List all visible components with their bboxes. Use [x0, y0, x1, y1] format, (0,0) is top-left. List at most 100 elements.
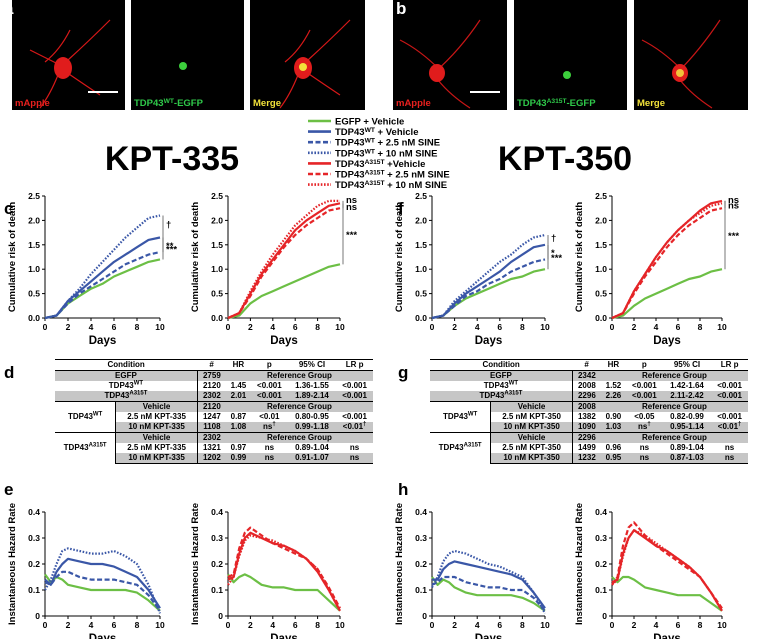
cell-hr: 1.45 [230, 381, 247, 390]
cell-n: 1232 [572, 453, 601, 464]
micrograph [12, 0, 125, 110]
cell-ci: 0.89-1.04 [670, 443, 704, 452]
header-row: Condition # HR p 95% CI LR p [430, 359, 748, 371]
series-line [44, 570, 161, 612]
cell-ci: 0.99-1.18 [287, 422, 337, 433]
cell-n: 1247 [202, 412, 221, 421]
heading: KPT-350 [498, 140, 632, 178]
y-axis-label: Cumulative risk of death [7, 202, 18, 313]
table-row: 2.5 nM KPT-335 1321 0.97 ns 0.89-1.04 ns [55, 443, 373, 453]
superscript: A315T [365, 158, 385, 165]
group-label: TDP43WT [430, 401, 492, 433]
text-suffix: -EGFP [567, 98, 597, 109]
x-tick-label: 0 [610, 620, 615, 630]
cell-condition: Vehicle [115, 432, 198, 443]
y-tick-label: 2.0 [595, 215, 607, 225]
series-line [227, 263, 341, 320]
cell-n: 2120 [197, 401, 226, 412]
text-part: TDP43 [479, 391, 505, 400]
text-part: <0.01 [342, 422, 364, 431]
cell-reference: Reference Group [225, 370, 373, 381]
significance-label: † [551, 233, 556, 244]
image-caption: TDP43A315T-EGFP [517, 98, 596, 110]
column-header: Condition [430, 359, 573, 371]
series-line [227, 573, 341, 612]
panel-label: d [4, 363, 14, 382]
text-part: TDP43 [335, 148, 365, 159]
cell-lrp: <0.01† [711, 421, 748, 433]
cell-n: 2302 [197, 432, 226, 443]
series-line [431, 258, 546, 320]
cell-n: 1108 [197, 422, 226, 433]
table-row: 2.5 nM KPT-335 1247 0.87 <0.01 0.80-0.95 <0.0… [55, 412, 373, 422]
y-tick-label: 0.4 [415, 507, 427, 517]
x-tick-label: 6 [497, 322, 502, 332]
significance-label: ns [346, 195, 357, 206]
x-tick-label: 0 [226, 620, 231, 630]
micrograph [250, 0, 365, 110]
cell-hr: 2.26 [600, 391, 626, 402]
text-part: TDP43 [63, 443, 89, 453]
table-row: 10 nM KPT-350 1232 0.95 ns 0.87-1.03 ns [430, 453, 748, 464]
superscript: † [738, 421, 742, 428]
y-tick-label: 0.3 [28, 533, 40, 543]
y-tick-label: 0.2 [28, 559, 40, 569]
x-tick-label: 2 [632, 620, 637, 630]
y-tick-label: 0 [422, 611, 427, 621]
cell-condition: TDP43A315T [430, 390, 573, 402]
x-tick-label: 6 [112, 322, 117, 332]
cell-lrp: <0.001 [717, 381, 742, 390]
series-line [611, 529, 723, 612]
column-header: HR [225, 359, 251, 371]
y-tick-label: 0.5 [595, 289, 607, 299]
legend-label: TDP43WT + 2.5 nM SINE [335, 137, 440, 149]
text-suffix: + 10 nM SINE [375, 148, 438, 159]
soma [429, 64, 445, 82]
y-tick-label: 0 [35, 611, 40, 621]
cell-lrp: <0.001 [336, 391, 373, 402]
cell-reference: Reference Group [225, 401, 373, 412]
text-part: TDP43 [68, 412, 93, 421]
x-axis-label: Days [89, 335, 117, 347]
cell-ci: 0.82-0.99 [670, 412, 704, 421]
table-row: 10 nM KPT-335 1108 1.08 ns† 0.99-1.18 <0.01† [55, 421, 373, 433]
cell-p: ns [639, 443, 650, 452]
column-header: Condition [55, 359, 198, 371]
cell-hr: 1.08 [225, 422, 251, 433]
text-part: TDP43 [517, 98, 547, 109]
superscript: WT [365, 148, 375, 155]
x-tick-label: 4 [270, 322, 275, 332]
y-tick-label: 0 [218, 611, 223, 621]
table-row: EGFP 2342 Reference Group [430, 370, 748, 381]
x-axis-label: Days [270, 335, 298, 347]
y-tick-label: 0.0 [28, 313, 40, 323]
y-tick-label: 1.0 [28, 264, 40, 274]
table-row: TDP43WT Vehicle 2008 Reference Group [430, 401, 748, 433]
series-line [431, 243, 546, 320]
cell-condition: EGFP [430, 370, 573, 381]
superscript: A315T [365, 169, 385, 176]
cell-n: 2296 [572, 391, 601, 402]
cell-condition: 10 nM KPT-335 [115, 422, 198, 433]
x-tick-label: 2 [248, 620, 253, 630]
significance-label: ns [728, 201, 739, 212]
x-tick-label: 0 [226, 322, 231, 332]
cell-condition: TDP43WT [430, 380, 573, 391]
cell-hr: 0.87 [230, 412, 247, 421]
legend-label: EGFP + Vehicle [335, 117, 404, 128]
cell-ci: 0.89-1.04 [295, 443, 329, 452]
significance-label: *** [551, 253, 562, 264]
panel-label: c [4, 199, 13, 218]
image-caption: mApple [396, 98, 431, 109]
table-row: TDP43A315T Vehicle 2296 Reference Group [430, 432, 748, 464]
series-line [44, 547, 162, 614]
series-line [227, 534, 341, 612]
x-tick-label: 6 [112, 620, 117, 630]
x-tick-label: 8 [520, 322, 525, 332]
cell-condition: 2.5 nM KPT-335 [115, 443, 198, 453]
superscript: WT [365, 127, 375, 134]
y-tick-label: 0.0 [415, 313, 427, 323]
cell-ci: 1.36-1.55 [295, 381, 329, 390]
series-line [44, 557, 161, 609]
